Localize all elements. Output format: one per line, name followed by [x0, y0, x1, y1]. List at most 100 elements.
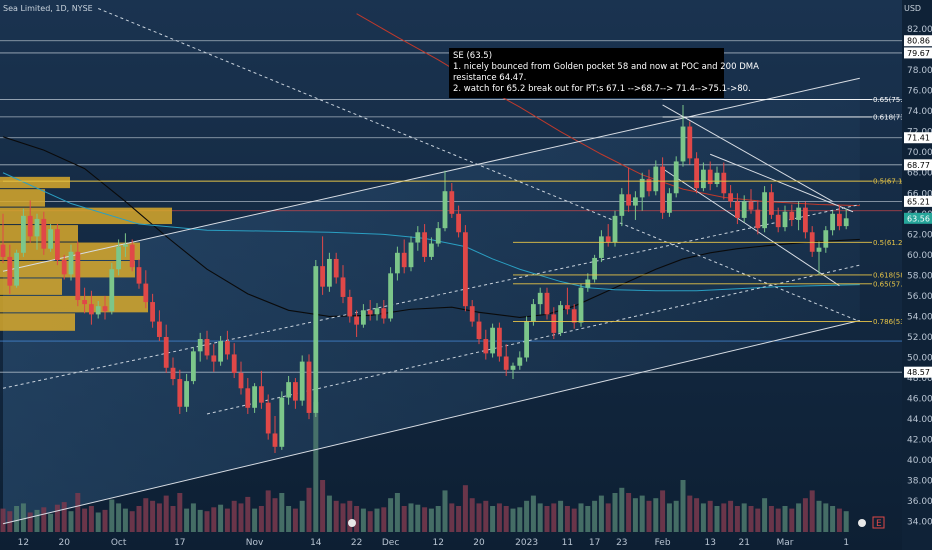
candle: [769, 184, 774, 219]
price-axis[interactable]: 34.00 36.00 38.00 40.00 42.00 44.00 46.00 48.00…: [902, 0, 932, 550]
y-tick-label: 54.00: [907, 312, 932, 322]
volume-bar: [136, 506, 142, 532]
candle: [102, 295, 108, 320]
volume-bar: [428, 508, 434, 532]
candle: [259, 370, 264, 409]
candle: [837, 205, 842, 231]
x-tick-label: 13: [704, 538, 715, 548]
y-tick-label: 82.00: [907, 25, 932, 35]
volume-bar: [122, 508, 128, 532]
candle: [626, 167, 631, 212]
x-tick-label: 20: [473, 538, 485, 548]
price-tag-2: [904, 132, 932, 144]
earnings-e-icon[interactable]: [872, 516, 885, 529]
channel-upper-white: [2, 77, 860, 272]
volume-bar: [408, 503, 414, 532]
candle: [687, 121, 693, 165]
volume-bar: [714, 506, 720, 532]
price-tag-label-3: 68.77: [907, 161, 930, 170]
candle: [476, 313, 482, 345]
volume-bar: [721, 503, 727, 532]
currency-label: USD: [904, 4, 922, 13]
candle: [599, 230, 604, 263]
volume-bar: [619, 487, 625, 532]
volume-bar: [7, 511, 13, 532]
volume-bar: [660, 490, 666, 532]
candle: [633, 191, 638, 220]
candle: [204, 330, 210, 360]
volume-bar: [82, 508, 88, 532]
candle: [27, 200, 33, 243]
event-marker-icon[interactable]: [348, 519, 356, 527]
candle: [231, 343, 237, 379]
volume-bar: [524, 500, 530, 532]
x-tick-label: 11: [562, 538, 573, 548]
candle: [272, 416, 278, 453]
price-tags: 80.86 79.67 71.41 68.77 65.21 63.56 48.57: [904, 35, 932, 378]
candle: [252, 383, 257, 413]
volume-bars: [0, 402, 849, 532]
fib-label-5: 0.65(57.18): [873, 280, 914, 288]
volume-bar: [843, 511, 849, 532]
candle: [313, 259, 319, 418]
volume-bar: [388, 498, 394, 532]
volume-bar: [326, 495, 332, 532]
fib-label-0: 0.65(75.14): [873, 96, 914, 104]
volume-bar: [116, 503, 122, 532]
volume-bar: [48, 513, 54, 532]
candle: [225, 330, 230, 360]
candle: [68, 244, 74, 281]
candle: [340, 265, 346, 304]
price-tag-label-1: 79.67: [907, 49, 930, 58]
sma-teal-line: [2, 172, 860, 292]
y-tick-label: 78.00: [907, 66, 932, 76]
volume-bar: [802, 498, 808, 532]
volume-profile-bar-4: [0, 242, 140, 260]
candle: [823, 226, 829, 253]
volume-bar: [734, 506, 740, 532]
y-tick-label: 68.00: [907, 169, 932, 179]
volume-profile-bar-5: [0, 261, 135, 278]
x-tick-label: 12: [18, 538, 29, 548]
volume-bar: [490, 506, 496, 532]
volume-bar: [41, 507, 47, 532]
candle: [456, 205, 461, 238]
candle: [551, 307, 557, 340]
volume-bar: [204, 511, 210, 532]
candle: [21, 208, 26, 257]
volume-bar: [476, 503, 482, 532]
candle: [157, 310, 162, 342]
x-tick-label: 2023: [515, 538, 538, 548]
volume-bar: [646, 500, 652, 532]
falling-channel-mid: [710, 153, 854, 213]
event-marker-icon-2[interactable]: [858, 519, 866, 527]
volume-bar: [755, 508, 761, 532]
volume-bar: [354, 506, 360, 532]
candle: [510, 362, 516, 380]
channel-shading: [3, 78, 860, 524]
candle: [497, 322, 502, 362]
x-tick-label: 22: [351, 538, 362, 548]
candle: [89, 290, 94, 325]
candle: [469, 300, 475, 327]
volume-bar: [728, 500, 734, 532]
candle: [320, 236, 325, 295]
falling-channel-top: [662, 104, 833, 202]
y-tick-label: 62.00: [907, 230, 932, 240]
candle: [435, 222, 441, 247]
price-tag-label-0: 80.86: [907, 37, 930, 46]
symbol-title: Sea Limited, 1D, NYSE: [3, 4, 93, 13]
volume-bar: [150, 500, 156, 532]
volume-bar: [143, 498, 149, 532]
price-tag-3: [904, 159, 932, 171]
candle: [48, 224, 53, 252]
volume-bar: [75, 493, 81, 532]
volume-bar: [483, 500, 489, 532]
volume-bar: [830, 506, 836, 532]
time-axis[interactable]: 12 20 Oct 17 Nov 14 22 Dec 12 20 2023 11 17 23 Feb 13 21…: [18, 538, 849, 548]
x-tick-label: Nov: [246, 538, 264, 548]
candle: [714, 166, 720, 188]
y-tick-label: 50.00: [907, 354, 932, 364]
candle: [184, 373, 189, 412]
volume-bar: [707, 500, 713, 532]
